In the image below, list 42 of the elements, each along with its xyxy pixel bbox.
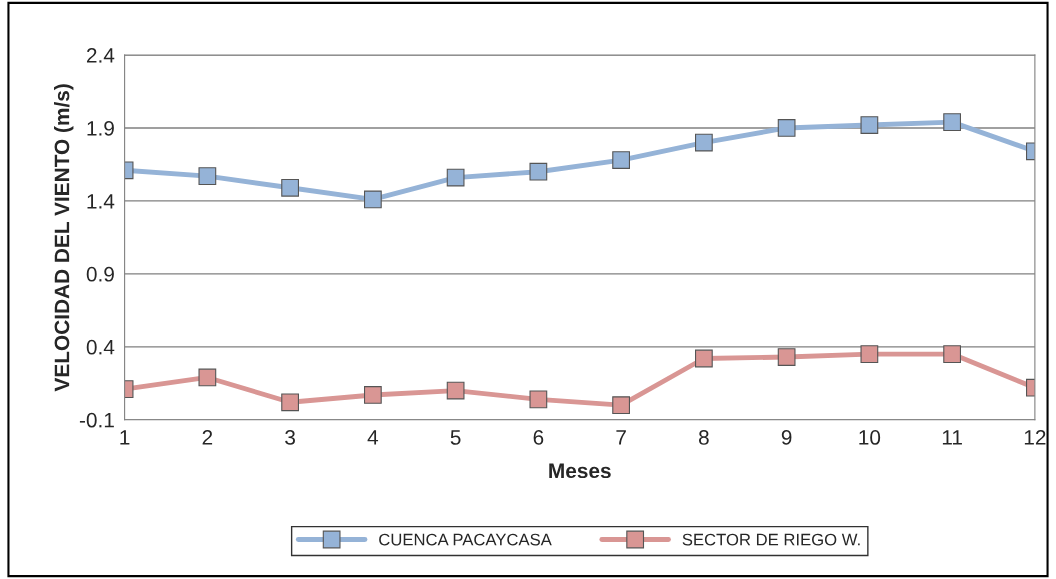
x-tick-label: 4: [367, 430, 379, 445]
point: [777, 119, 796, 137]
point: [943, 113, 962, 132]
point: [363, 190, 382, 209]
x-tick-label: 10: [859, 430, 881, 445]
point: [281, 393, 300, 412]
x-tick-label: 5: [450, 430, 461, 445]
x-tick-label: 12: [1024, 430, 1046, 445]
legend-label: CUENCA PACAYCASA: [379, 533, 552, 546]
x-axis-title: Meses: [549, 463, 611, 479]
x-tick-label: 3: [285, 430, 295, 445]
y-tick-label: 0.4: [86, 339, 115, 355]
point: [943, 345, 962, 364]
x-tick-label: 1: [120, 430, 130, 445]
point: [363, 386, 382, 404]
point: [612, 396, 631, 415]
y-tick-label: 1.4: [87, 194, 115, 209]
y-tick-label: 1.9: [87, 120, 114, 136]
x-tick-label: 9: [781, 430, 792, 445]
legend-label: SECTOR DE RIEGO W.: [682, 533, 860, 546]
x-tick-label: 8: [698, 430, 709, 445]
point: [612, 151, 631, 169]
x-tick-label: 11: [942, 430, 962, 445]
point: [529, 390, 548, 409]
x-tick-label: 7: [616, 430, 626, 445]
x-tick-label: 6: [533, 430, 544, 445]
point: [694, 133, 713, 152]
point: [694, 349, 713, 368]
point: [198, 368, 217, 387]
point: [446, 168, 465, 187]
x-tick-label: 2: [202, 430, 213, 445]
y-axis-title: VELOCIDAD DEL VIENTO (m/s): [54, 84, 74, 392]
point: [860, 116, 879, 134]
point: [777, 348, 796, 366]
point: [446, 381, 465, 400]
y-tick-label: 0.9: [86, 266, 114, 282]
point: [198, 167, 217, 185]
y-tick-label: 2.4: [86, 48, 115, 63]
point: [281, 178, 300, 197]
point: [529, 162, 548, 181]
point: [860, 345, 879, 364]
y-tick-label: -0.1: [79, 412, 114, 428]
